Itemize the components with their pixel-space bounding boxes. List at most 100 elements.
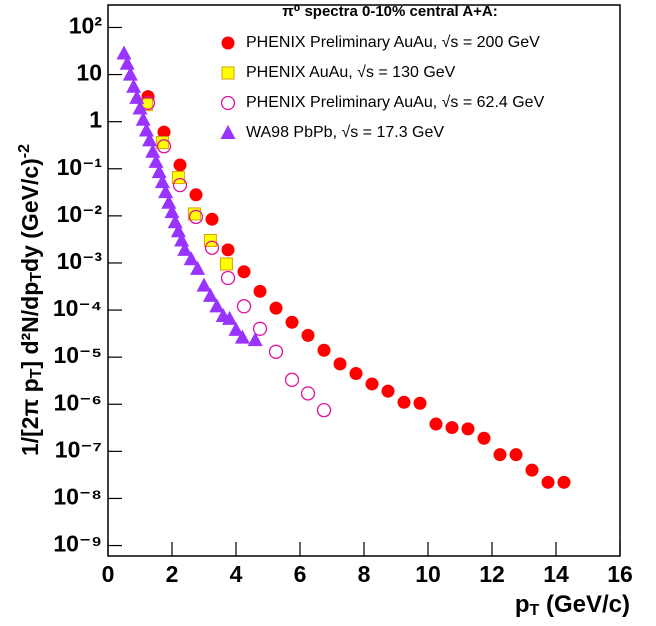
point [222, 310, 238, 325]
point [541, 475, 555, 489]
legend-label: PHENIX Preliminary AuAu, √s = 62.4 GeV [246, 94, 545, 111]
point [138, 122, 154, 137]
x-tick-label: 14 [543, 561, 569, 587]
y-axis-label-part: T [28, 368, 45, 378]
point [445, 421, 459, 435]
y-tick-label: 10⁻⁶ [54, 389, 102, 415]
y-tick-label: 10⁻⁸ [53, 484, 102, 510]
point [126, 78, 142, 93]
x-tick-label: 16 [607, 561, 633, 587]
legend-marker [220, 95, 236, 111]
point [557, 475, 571, 489]
y-tick-label: 10⁻³ [57, 248, 103, 274]
x-tick-label: 10 [415, 561, 441, 587]
point [151, 164, 167, 179]
point [202, 287, 218, 302]
y-tick-label: 10⁻⁴ [53, 295, 102, 321]
y-tick-label: 1 [89, 107, 102, 133]
y-tick-label: 10⁻⁹ [53, 531, 102, 557]
point [172, 177, 188, 193]
y-axis-label-part: T [28, 272, 45, 282]
point [381, 384, 395, 398]
point [156, 139, 172, 154]
point [189, 188, 203, 202]
point [413, 396, 427, 410]
x-tick-label: 8 [358, 561, 371, 587]
y-tick-label: 10⁻⁷ [55, 436, 102, 462]
x-axis-label-part: p [515, 591, 530, 618]
point [525, 463, 539, 477]
point [221, 243, 235, 257]
y-tick-label: 10⁻⁵ [53, 342, 102, 368]
point [284, 372, 300, 387]
point [461, 422, 475, 436]
point [135, 111, 151, 126]
point [220, 270, 236, 286]
point [349, 366, 363, 380]
y-axis-label-part: 1/[2π p [17, 378, 43, 456]
legend-label: WA98 PbPb, √s = 17.3 GeV [246, 124, 444, 141]
point [158, 184, 174, 199]
point [183, 251, 199, 266]
y-axis-label-part: ] d²N/dp [17, 282, 43, 369]
point [365, 377, 379, 391]
point [196, 277, 212, 292]
point [219, 257, 233, 271]
point [204, 240, 220, 255]
point [228, 321, 244, 336]
point [301, 328, 315, 342]
point [316, 402, 332, 418]
point [300, 386, 316, 401]
point [157, 125, 171, 139]
point [132, 100, 148, 115]
legend-marker [221, 66, 235, 80]
x-axis-label-part: (GeV/c) [539, 591, 630, 618]
legend-marker [220, 125, 236, 139]
point [253, 284, 267, 298]
y-tick-label: 10⁻¹ [57, 154, 102, 180]
point [247, 332, 263, 347]
point [429, 417, 443, 431]
point [142, 132, 158, 147]
point [116, 45, 132, 60]
point [188, 209, 204, 225]
point [177, 241, 193, 256]
y-axis-label-part: -2 [16, 144, 33, 158]
point [397, 395, 411, 409]
y-tick-label: 10⁻² [57, 201, 103, 227]
point [493, 448, 507, 462]
point [148, 153, 164, 168]
point [285, 315, 299, 329]
legend-label: PHENIX AuAu, √s = 130 GeV [246, 64, 456, 81]
point [164, 204, 180, 219]
legend-marker [221, 36, 235, 50]
point [122, 66, 138, 81]
point [252, 321, 268, 336]
point [205, 212, 219, 226]
point [119, 55, 135, 70]
point [190, 260, 206, 275]
point [234, 329, 250, 344]
point [317, 343, 331, 357]
x-axis-label-part: T [530, 602, 540, 619]
point [269, 301, 283, 315]
x-tick-label: 4 [230, 561, 243, 587]
point [477, 431, 491, 445]
x-tick-label: 12 [479, 561, 505, 587]
x-tick-label: 0 [102, 561, 115, 587]
plot-frame [107, 4, 621, 557]
point [173, 158, 187, 172]
x-axis-label: pT (GeV/c) [515, 591, 630, 619]
point [509, 448, 523, 462]
y-axis-label-part: dy (GeV/c) [17, 158, 43, 272]
point [236, 299, 252, 314]
y-axis-label: 1/[2π pT] d²N/dpTdy (GeV/c)-2 [16, 144, 45, 456]
x-tick-label: 6 [294, 561, 307, 587]
legend-label: PHENIX Preliminary AuAu, √s = 200 GeV [246, 34, 540, 51]
point [333, 357, 347, 371]
y-tick-label: 10 [76, 60, 102, 86]
point [268, 344, 284, 359]
point [209, 298, 225, 313]
y-tick-label: 10² [69, 13, 103, 39]
